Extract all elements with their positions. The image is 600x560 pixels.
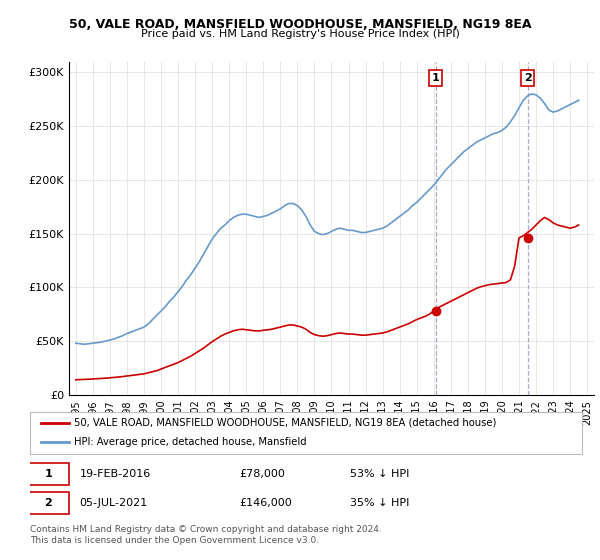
Text: 35% ↓ HPI: 35% ↓ HPI	[350, 498, 410, 508]
Text: Contains HM Land Registry data © Crown copyright and database right 2024.
This d: Contains HM Land Registry data © Crown c…	[30, 525, 382, 545]
Text: HPI: Average price, detached house, Mansfield: HPI: Average price, detached house, Mans…	[74, 437, 307, 447]
Text: 05-JUL-2021: 05-JUL-2021	[80, 498, 148, 508]
Text: 53% ↓ HPI: 53% ↓ HPI	[350, 469, 410, 479]
Text: 2: 2	[524, 73, 532, 83]
Text: £78,000: £78,000	[240, 469, 286, 479]
Text: 50, VALE ROAD, MANSFIELD WOODHOUSE, MANSFIELD, NG19 8EA: 50, VALE ROAD, MANSFIELD WOODHOUSE, MANS…	[69, 18, 531, 31]
Text: Price paid vs. HM Land Registry's House Price Index (HPI): Price paid vs. HM Land Registry's House …	[140, 29, 460, 39]
Text: 50, VALE ROAD, MANSFIELD WOODHOUSE, MANSFIELD, NG19 8EA (detached house): 50, VALE ROAD, MANSFIELD WOODHOUSE, MANS…	[74, 418, 497, 428]
FancyBboxPatch shape	[27, 492, 68, 515]
Text: 1: 1	[44, 469, 52, 479]
Text: 1: 1	[432, 73, 440, 83]
Text: £146,000: £146,000	[240, 498, 293, 508]
FancyBboxPatch shape	[30, 412, 582, 454]
Text: 2: 2	[44, 498, 52, 508]
FancyBboxPatch shape	[27, 463, 68, 485]
Text: 19-FEB-2016: 19-FEB-2016	[80, 469, 151, 479]
